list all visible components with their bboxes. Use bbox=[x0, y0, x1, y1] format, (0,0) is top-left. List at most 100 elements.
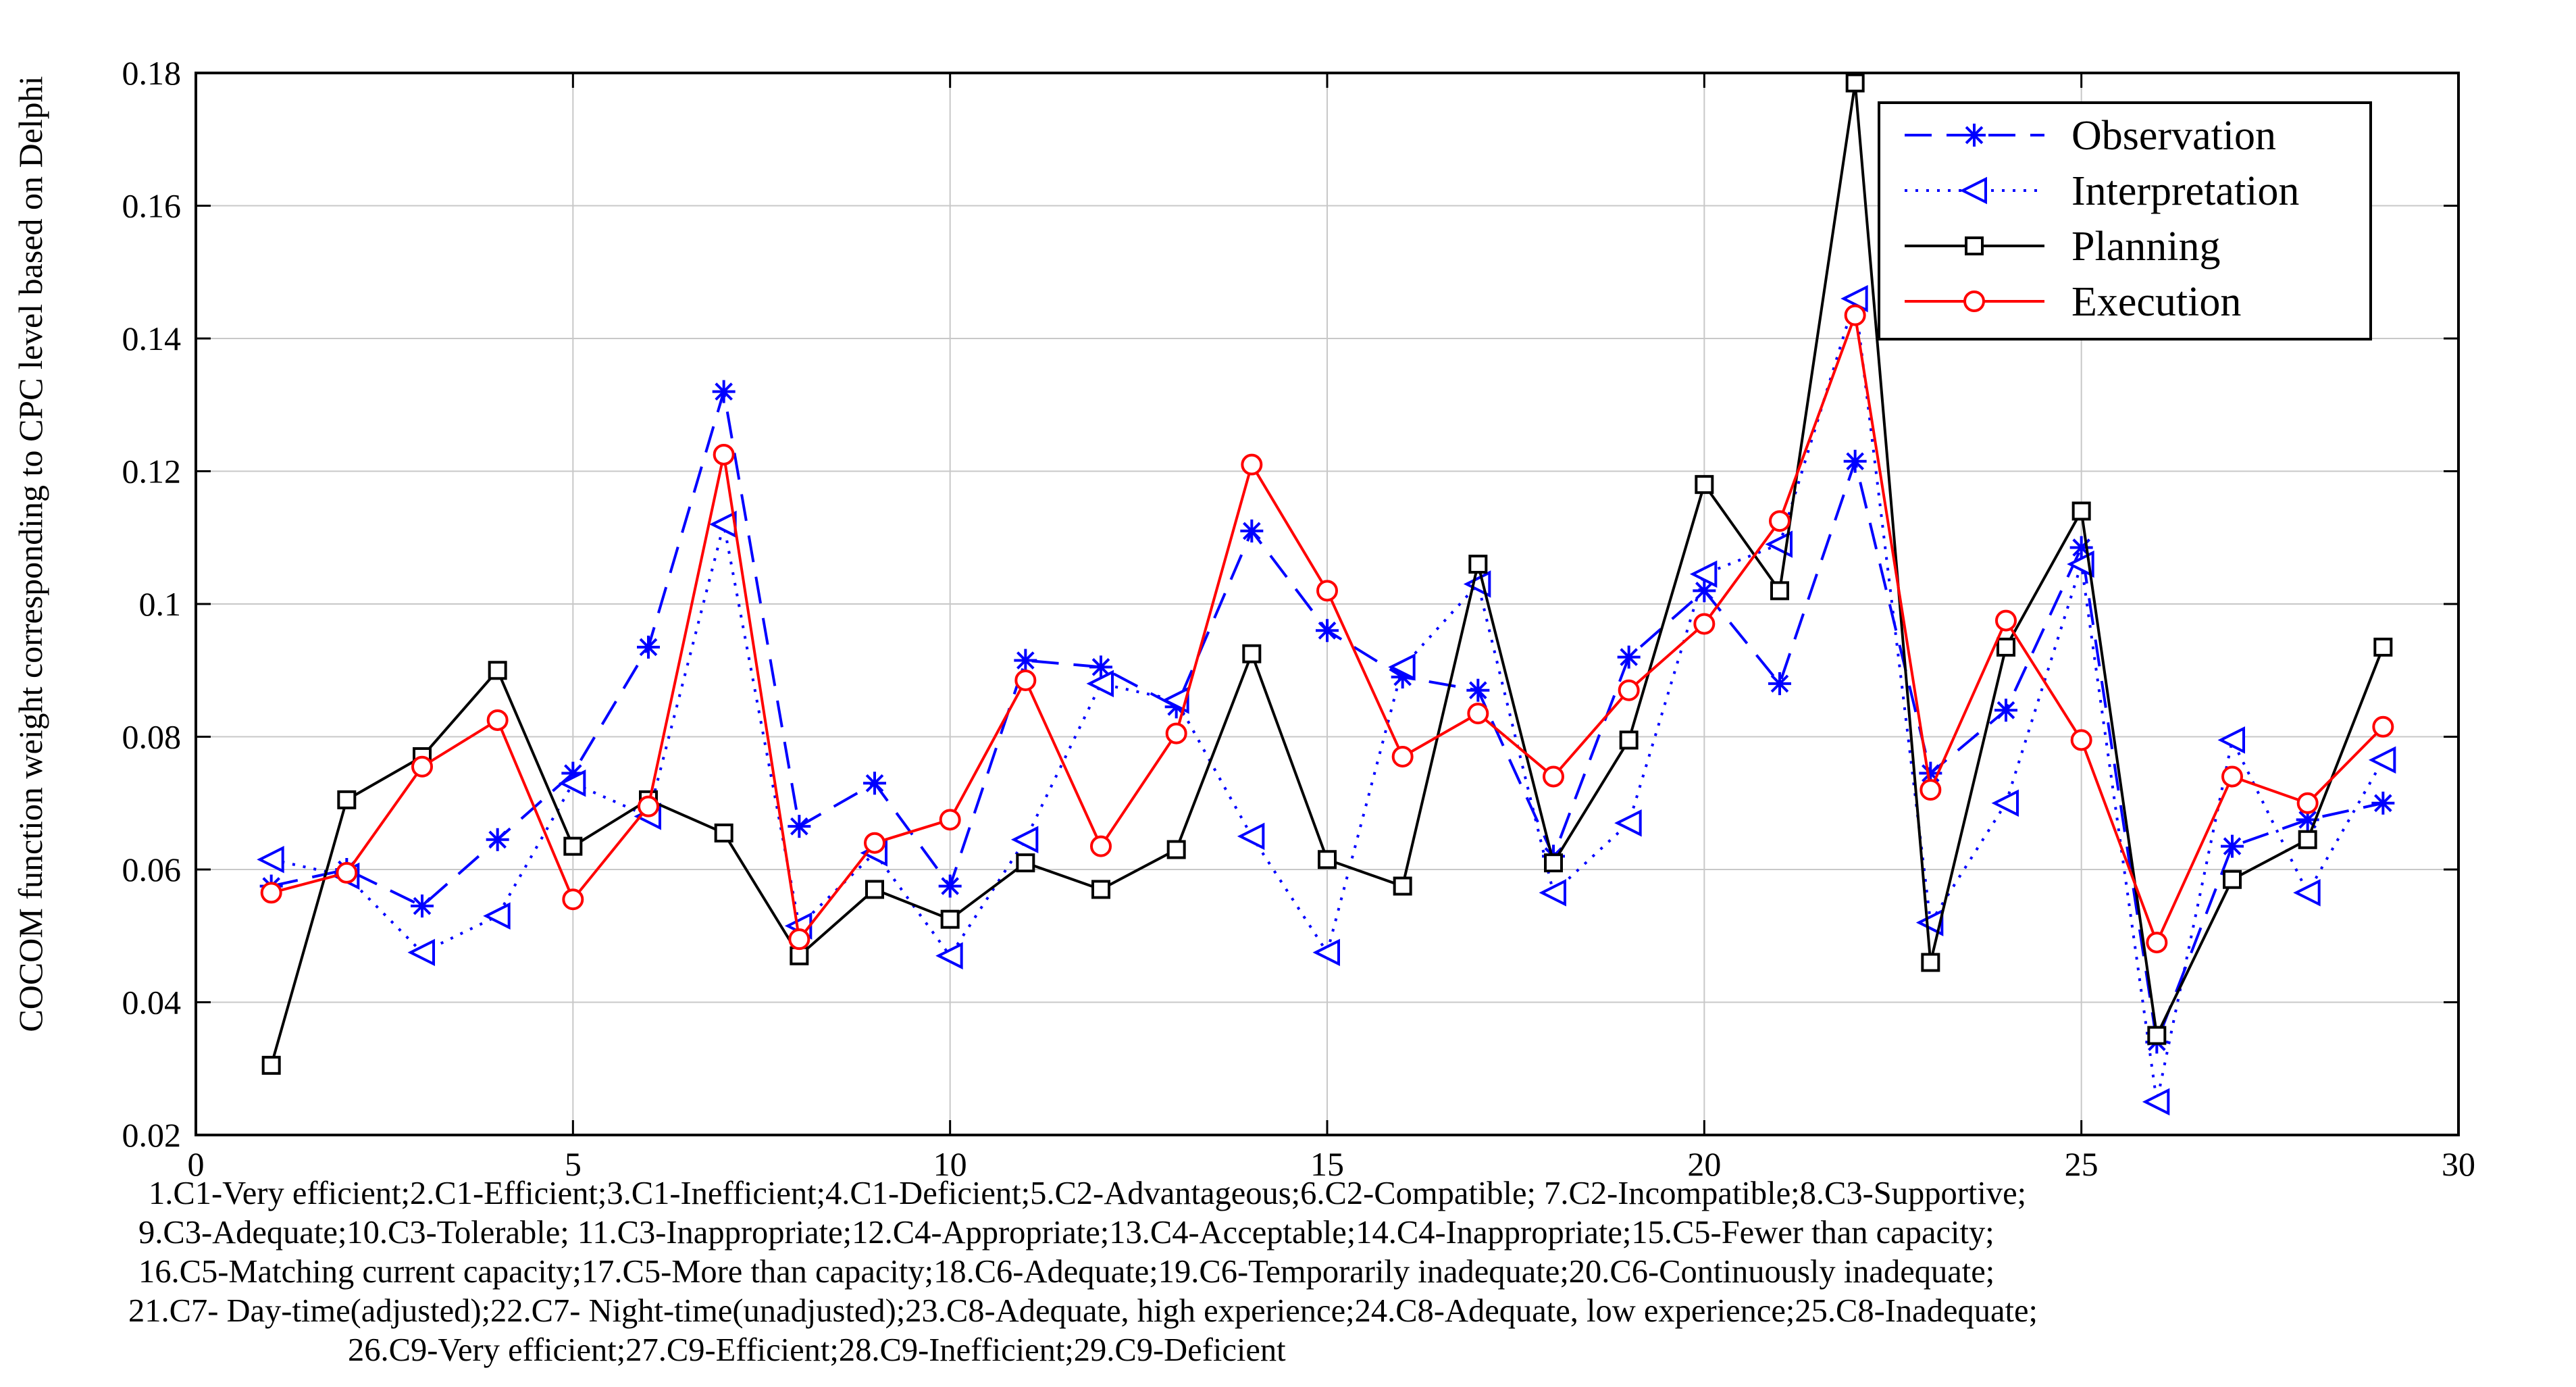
data-point bbox=[563, 836, 583, 856]
data-point bbox=[2217, 726, 2245, 754]
marker-shape bbox=[562, 888, 584, 911]
data-point bbox=[1086, 670, 1114, 698]
data-point bbox=[1165, 722, 1187, 745]
marker-shape bbox=[1391, 745, 1414, 767]
marker-shape bbox=[407, 938, 435, 967]
marker-shape bbox=[563, 836, 583, 856]
marker-shape bbox=[1316, 580, 1338, 602]
data-point bbox=[2147, 1026, 2167, 1045]
data-point bbox=[260, 882, 282, 904]
data-point bbox=[1997, 637, 2015, 657]
data-point bbox=[1388, 653, 1416, 681]
marker-shape bbox=[2071, 501, 2091, 521]
marker-shape bbox=[1539, 879, 1566, 907]
data-point bbox=[788, 928, 810, 951]
x-tick-label: 30 bbox=[2442, 1145, 2475, 1183]
marker-shape bbox=[2217, 726, 2245, 754]
tick-label-layer: 0 5 10 15 20 25 30 0.02 0.04 0.06 0.08 0.1 0.12 0.14 0… bbox=[122, 54, 2476, 1183]
caption-line-5: 26.C9-Very efficient;27.C9-Efficient;28.… bbox=[348, 1332, 1286, 1368]
legend-label: Interpretation bbox=[2071, 168, 2299, 214]
legend-item: Interpretation bbox=[1905, 168, 2299, 214]
data-point bbox=[1166, 840, 1186, 859]
y-tick-label: 0.08 bbox=[122, 718, 182, 756]
marker-stroke bbox=[488, 830, 507, 849]
marker-shape bbox=[1242, 644, 1262, 663]
data-point bbox=[483, 902, 511, 930]
x-tick-label: 20 bbox=[1687, 1145, 1721, 1183]
marker-shape bbox=[261, 1055, 281, 1075]
marker-stroke bbox=[1997, 701, 2015, 720]
legend: Observation Interpretation Planning Executi… bbox=[1878, 101, 2372, 341]
marker-stroke bbox=[865, 774, 884, 792]
marker-shape bbox=[1689, 560, 1718, 588]
data-point bbox=[1617, 645, 1641, 669]
data-point bbox=[2296, 792, 2319, 814]
marker-shape bbox=[1959, 176, 1987, 205]
data-point bbox=[1318, 850, 1337, 869]
data-point bbox=[1543, 765, 1564, 788]
marker-stroke bbox=[1243, 522, 1261, 540]
marker-stroke bbox=[1318, 621, 1337, 640]
marker-stroke bbox=[1091, 658, 1110, 676]
data-point bbox=[1316, 580, 1338, 602]
marker-stroke bbox=[941, 877, 959, 895]
marker-shape bbox=[1312, 938, 1340, 967]
data-point bbox=[638, 795, 659, 817]
data-point bbox=[1466, 678, 1490, 702]
marker-shape bbox=[1241, 453, 1263, 476]
data-point bbox=[1843, 449, 1867, 473]
marker-shape bbox=[1844, 304, 1866, 326]
marker-shape bbox=[2296, 792, 2319, 814]
data-point bbox=[1991, 789, 2019, 817]
data-point bbox=[1014, 669, 1037, 691]
series-line bbox=[271, 297, 2385, 1103]
data-point bbox=[2371, 791, 2395, 815]
data-point bbox=[1618, 679, 1640, 701]
marker-shape bbox=[337, 790, 357, 809]
data-point bbox=[1844, 304, 1866, 326]
data-point bbox=[2293, 879, 2321, 907]
data-point bbox=[1162, 686, 1189, 714]
data-point bbox=[714, 823, 733, 842]
marker-shape bbox=[2070, 729, 2092, 751]
y-tick-label: 0.12 bbox=[122, 453, 182, 490]
marker-shape bbox=[865, 880, 884, 899]
data-point bbox=[1467, 703, 1489, 725]
marker-shape bbox=[1467, 703, 1489, 725]
data-point bbox=[1544, 853, 1563, 873]
marker-shape bbox=[1619, 730, 1639, 750]
data-point bbox=[486, 828, 509, 851]
marker-shape bbox=[336, 861, 358, 884]
data-point bbox=[407, 938, 435, 967]
data-point bbox=[2221, 834, 2244, 858]
data-point bbox=[863, 772, 886, 795]
marker-stroke bbox=[2223, 837, 2242, 855]
marker-shape bbox=[940, 909, 960, 929]
marker-shape bbox=[2298, 830, 2317, 849]
legend-label: Execution bbox=[2071, 279, 2241, 325]
data-point-marker bbox=[1959, 176, 1987, 205]
data-point bbox=[1316, 619, 1339, 642]
marker-shape bbox=[1995, 609, 2017, 632]
data-point bbox=[2142, 1088, 2170, 1116]
marker-shape bbox=[1618, 679, 1640, 701]
marker-shape bbox=[1010, 826, 1039, 854]
plot-frame bbox=[195, 72, 2460, 1136]
y-tick-label: 0.18 bbox=[122, 54, 182, 92]
data-point bbox=[712, 380, 736, 403]
data-point bbox=[261, 1055, 281, 1075]
marker-shape bbox=[1845, 73, 1865, 93]
data-point bbox=[411, 755, 433, 778]
data-point bbox=[257, 846, 284, 874]
data-point bbox=[1539, 879, 1566, 907]
data-point bbox=[1393, 876, 1412, 896]
data-point bbox=[2221, 765, 2243, 788]
marker-shape bbox=[1915, 909, 1944, 936]
marker-stroke bbox=[1016, 651, 1035, 670]
data-point bbox=[935, 942, 963, 969]
data-point bbox=[1921, 953, 1940, 972]
marker-shape bbox=[935, 942, 963, 969]
y-tick-label: 0.06 bbox=[122, 851, 182, 888]
data-point bbox=[2223, 869, 2242, 889]
marker-stroke bbox=[413, 897, 432, 915]
